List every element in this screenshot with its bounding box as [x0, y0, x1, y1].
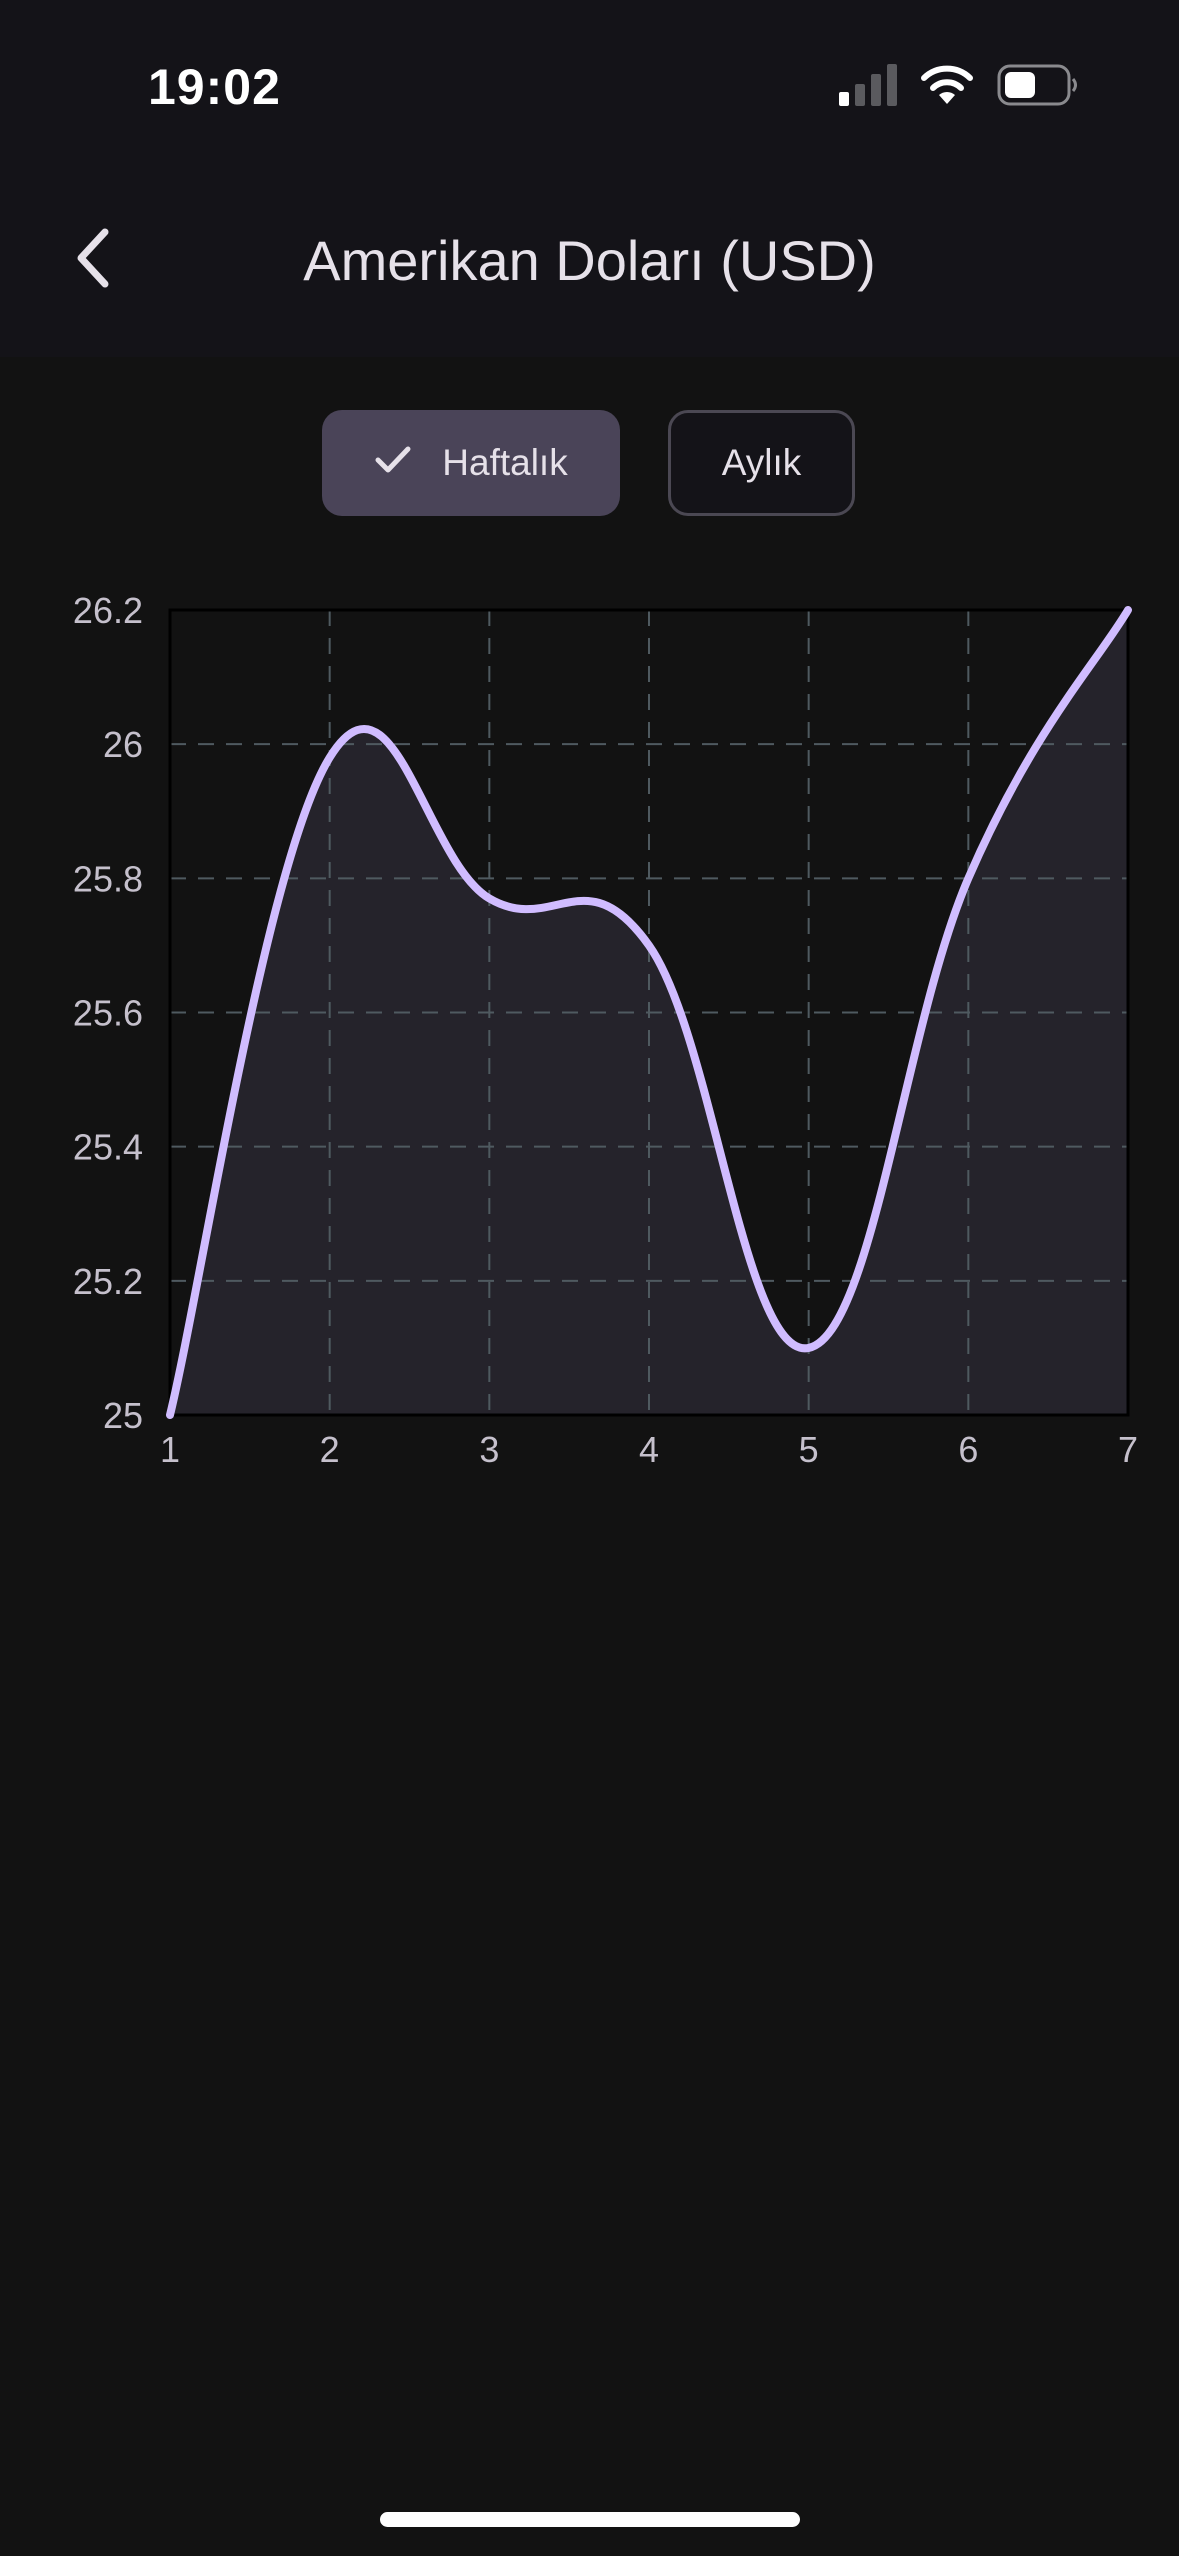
- x-tick-label: 7: [1118, 1429, 1138, 1470]
- y-tick-label: 25.6: [73, 993, 143, 1034]
- app-header: 19:02: [0, 0, 1179, 357]
- y-tick-label: 26.2: [73, 590, 143, 631]
- x-tick-label: 6: [958, 1429, 978, 1470]
- plot-border: [168, 608, 1130, 1417]
- y-tick-label: 25.8: [73, 858, 143, 899]
- status-time: 19:02: [148, 59, 281, 115]
- y-tick-label: 26: [103, 724, 143, 765]
- x-tick-label: 4: [639, 1429, 659, 1470]
- weekly-button[interactable]: Haftalık: [322, 410, 620, 516]
- y-tick-label: 25.4: [73, 1127, 143, 1168]
- back-button[interactable]: [48, 215, 138, 305]
- y-tick-label: 25.2: [73, 1261, 143, 1302]
- wifi-icon: [919, 64, 975, 111]
- monthly-label: Aylık: [721, 442, 802, 483]
- status-icons: [837, 62, 1079, 112]
- exchange-rate-chart: 25 25.2 25.4 25.6 25.8 26 26.2 1 2 3 4 5 6 7: [0, 560, 1179, 1480]
- nav-bar: Amerikan Doları (USD): [0, 200, 1179, 320]
- period-toggle: Haftalık Aylık: [0, 410, 1179, 520]
- battery-icon: [997, 64, 1079, 111]
- status-bar: 19:02: [0, 0, 1179, 160]
- check-icon: [374, 442, 412, 484]
- home-indicator[interactable]: [380, 2512, 800, 2527]
- chevron-left-icon: [71, 226, 115, 295]
- weekly-label: Haftalık: [442, 442, 568, 483]
- x-tick-label: 3: [479, 1429, 499, 1470]
- monthly-button[interactable]: Aylık: [668, 410, 855, 516]
- chart-svg: 25 25.2 25.4 25.6 25.8 26 26.2 1 2 3 4 5 6 7: [73, 590, 1138, 1470]
- x-tick-label: 1: [160, 1429, 180, 1470]
- x-tick-label: 2: [320, 1429, 340, 1470]
- series-line: [166, 606, 1132, 1419]
- y-tick-label: 25: [103, 1395, 143, 1436]
- x-tick-label: 5: [799, 1429, 819, 1470]
- cellular-signal-icon: [837, 63, 897, 111]
- page-title: Amerikan Doları (USD): [303, 229, 876, 292]
